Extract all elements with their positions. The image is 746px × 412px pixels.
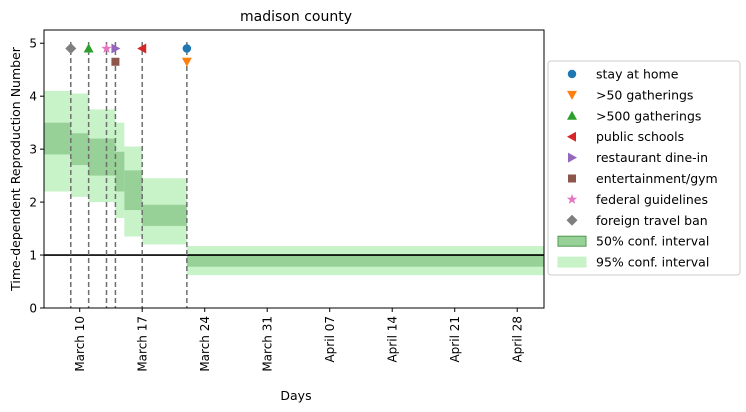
- legend-marker-3: [567, 131, 576, 142]
- legend-label-7: foreign travel ban: [596, 213, 708, 228]
- y-tick-label-1: 1: [29, 249, 37, 263]
- legend-marker-7: [566, 214, 578, 226]
- legend-label-0: stay at home: [596, 67, 679, 82]
- plot-area: 0 1 2 3 4 5 March 10 March 17 March 24 March 31 Ap…: [29, 37, 544, 372]
- legend-label-ci95: 95% conf. interval: [596, 255, 709, 270]
- legend-marker-1: [567, 90, 577, 100]
- y-tick-label-2: 2: [29, 196, 37, 210]
- y-tick-label-0: 0: [29, 302, 37, 316]
- legend-label-3: public schools: [596, 129, 684, 144]
- legend-label-2: >500 gatherings: [596, 108, 701, 123]
- legend-box: [547, 60, 741, 276]
- y-tick-label-5: 5: [29, 37, 37, 51]
- x-tick-label-6: April 21: [448, 316, 462, 363]
- legend-marker-6: [566, 193, 578, 204]
- x-tick-label-2: March 24: [198, 316, 212, 372]
- legend-label-ci50: 50% conf. interval: [596, 234, 709, 249]
- x-tick-label-0: March 10: [73, 316, 87, 372]
- y-tick-label-3: 3: [29, 143, 37, 157]
- x-axis-label: Days: [280, 388, 311, 403]
- intervention-marker-1: [181, 57, 192, 67]
- intervention-marker-3: [137, 43, 147, 54]
- legend-marker-0: [567, 69, 577, 79]
- x-tick-label-5: April 14: [386, 316, 400, 363]
- x-tick-label-1: March 17: [136, 316, 150, 372]
- legend-label-1: >50 gatherings: [596, 87, 693, 102]
- ci50-band-1: [70, 133, 89, 166]
- ci50-band-4: [124, 170, 143, 211]
- legend-marker-5: [568, 174, 576, 183]
- ci50-band-2: [88, 138, 116, 176]
- intervention-marker-7: [65, 43, 77, 55]
- ci50-band-6: [186, 253, 544, 267]
- intervention-marker-0: [182, 44, 192, 53]
- legend-marker-2: [567, 110, 577, 120]
- legend-label-5: entertainment/gym: [596, 171, 718, 186]
- x-tick-label-3: March 31: [261, 316, 275, 372]
- ci50-band-0: [44, 122, 71, 155]
- legend-swatch-ci95: [557, 256, 587, 268]
- intervention-marker-5: [111, 57, 120, 66]
- x-tick-label-7: April 28: [511, 316, 525, 363]
- y-tick-label-4: 4: [29, 90, 37, 104]
- legend: stay at home >50 gatherings >500 gathering…: [547, 60, 741, 276]
- intervention-marker-6: [101, 43, 112, 53]
- ci50-band-5: [142, 204, 187, 226]
- legend-label-6: federal guidelines: [596, 192, 708, 207]
- intervention-marker-2: [83, 43, 94, 53]
- chart-title: madison county: [240, 9, 352, 25]
- x-tick-label-4: April 07: [323, 316, 337, 363]
- legend-swatch-ci50: [557, 235, 587, 247]
- y-axis-label: Time-dependent Reproduction Number: [8, 46, 23, 292]
- legend-marker-4: [568, 152, 577, 163]
- intervention-marker-4: [111, 43, 121, 54]
- ci50-band-3: [115, 151, 125, 192]
- legend-label-4: restaurant dine-in: [596, 150, 708, 165]
- plot-frame: [43, 29, 545, 309]
